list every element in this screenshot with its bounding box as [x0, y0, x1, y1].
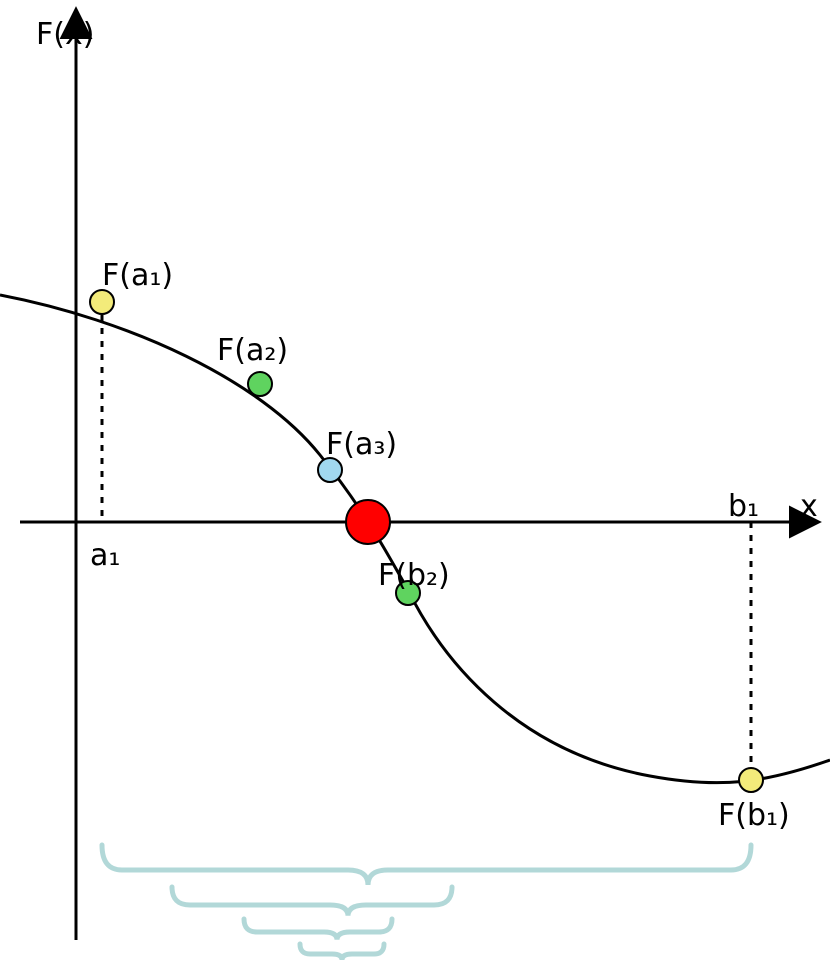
y-axis-label: F(x) — [36, 17, 94, 52]
label-Fa2: F(a₂) — [217, 333, 288, 368]
label-Fa1: F(a₁) — [102, 258, 173, 293]
background — [0, 0, 830, 967]
label-Fb2: F(b₂) — [378, 558, 450, 593]
label-Fa3: F(a₃) — [326, 427, 397, 462]
label-Fb1: F(b₁) — [718, 798, 790, 833]
label-a1: a₁ — [90, 538, 120, 573]
point-Fb1 — [739, 768, 763, 792]
point-Fa2 — [248, 372, 272, 396]
point-Fa1 — [90, 290, 114, 314]
x-axis-label: x — [800, 489, 818, 524]
label-b1: b₁ — [728, 489, 759, 524]
point-root — [346, 500, 390, 544]
